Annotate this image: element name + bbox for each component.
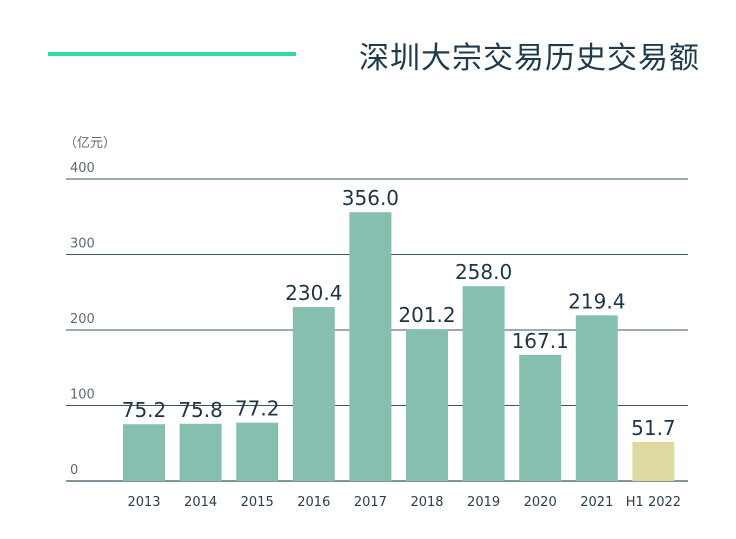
y-tick-label: 400	[70, 161, 95, 176]
data-label: 167.1	[512, 329, 569, 353]
data-label: 356.0	[342, 186, 399, 210]
y-tick-label: 300	[70, 237, 95, 252]
bar-2014	[179, 423, 222, 481]
y-axis-unit-label: （亿元）	[64, 136, 116, 151]
data-label: 230.4	[285, 281, 342, 305]
y-tick-label: 200	[70, 312, 95, 327]
y-tick-labels: 0 100 200 300 400	[70, 161, 95, 478]
x-tick-labels: 2013 2014 2015 2016 2017 2018 2019 2020 2021 H1 2…	[127, 495, 681, 510]
chart-title: 深圳大宗交易历史交易额	[359, 41, 700, 76]
bar-2017	[349, 212, 392, 481]
x-tick-label: 2020	[524, 495, 557, 510]
bar-2020	[519, 354, 562, 481]
x-tick-label: 2017	[354, 495, 387, 510]
bar-H1-2022	[632, 441, 675, 481]
y-tick-label: 100	[70, 388, 95, 403]
data-label: 75.2	[122, 398, 167, 422]
data-label: 201.2	[398, 303, 455, 327]
data-label: 77.2	[235, 397, 280, 421]
bar-2018	[406, 329, 448, 481]
x-tick-label: 2015	[241, 495, 274, 510]
x-tick-label: 2016	[297, 495, 330, 510]
x-tick-label: 2014	[184, 495, 217, 510]
bar-2021	[575, 315, 618, 481]
x-tick-label: 2019	[467, 495, 500, 510]
data-label: 258.0	[455, 260, 512, 284]
x-tick-label: 2013	[127, 495, 160, 510]
x-tick-label: H1 2022	[626, 495, 681, 510]
x-tick-label: 2021	[580, 495, 613, 510]
data-label: 51.7	[631, 416, 676, 440]
bar-2016	[292, 307, 335, 481]
y-tick-label: 0	[70, 463, 78, 478]
data-label: 219.4	[568, 289, 625, 313]
x-tick-label: 2018	[410, 495, 443, 510]
bar-2019	[462, 286, 505, 481]
bar-2015	[236, 422, 279, 481]
bars	[123, 212, 675, 481]
data-label: 75.8	[178, 398, 223, 422]
bar-2013	[123, 424, 165, 481]
